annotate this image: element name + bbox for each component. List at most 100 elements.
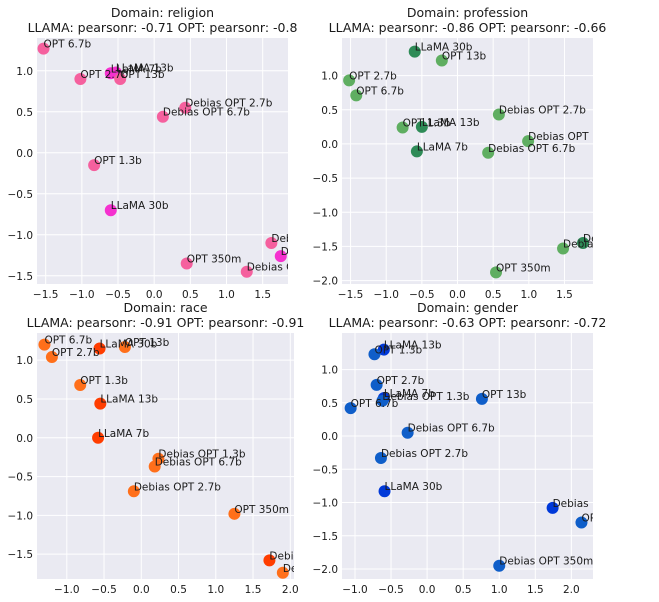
subplot-title: Domain: religion (111, 5, 214, 20)
point-label: OPT 350m (187, 254, 242, 266)
data-point (493, 559, 506, 572)
x-tick-label: −1.0 (69, 289, 95, 301)
point-label: OPT 1.3b (94, 155, 142, 167)
data-point (378, 485, 391, 498)
point-label: LLaMA 30b (415, 42, 473, 54)
point-label: OPT 6.7b (356, 85, 404, 97)
point-label: Debias OPT 6.7b (155, 456, 242, 468)
data-point (228, 507, 241, 520)
data-point (374, 451, 387, 464)
y-tick-label: 1.0 (321, 71, 338, 83)
point-label: Debias OPT 2.7b (499, 105, 586, 117)
y-tick-label: −2.0 (313, 276, 339, 288)
data-point (377, 343, 390, 356)
subplot-subtitle: LLAMA: pearsonr: -0.71 OPT: pearsonr: -0… (28, 20, 298, 35)
data-point (370, 378, 383, 391)
y-tick-label: −0.5 (313, 464, 339, 476)
x-tick-label: −1.0 (54, 584, 80, 596)
point-label: OPT 2.7b (52, 347, 100, 359)
point-label: LLaMA 7b (111, 63, 162, 75)
point-label: OPT 2.7b (377, 375, 425, 387)
y-tick-label: 0.0 (321, 139, 338, 151)
subplot-2: −1.5 −1.0 −0.5 0.0 0.5 1.0 1.5−2.0−1.5−1.0−0.5… (313, 5, 615, 301)
data-point (38, 338, 51, 351)
data-point (179, 101, 192, 114)
point-label: LLaMA 30b (385, 481, 443, 493)
y-tick-label: −0.5 (8, 472, 34, 484)
subplot-title: Domain: profession (407, 5, 528, 20)
y-tick-label: 0.0 (321, 431, 338, 443)
y-tick-label: 0.0 (16, 433, 33, 445)
point-label: OPT 6.7b (44, 39, 92, 51)
data-point (104, 204, 117, 217)
x-tick-label: −0.5 (409, 289, 435, 301)
subplot-subtitle: LLAMA: pearsonr: -0.63 OPT: pearsonr: -0… (329, 315, 607, 330)
x-tick-label: 0.0 (146, 289, 163, 301)
y-tick-label: −1.5 (313, 531, 339, 543)
subplot-4: −1.0 −0.5 0.0 0.5 1.0 1.5 2.0 −2.0 −1.5 −1.0 −0.5 0… (313, 300, 636, 596)
data-point (263, 554, 276, 567)
point-label: Debias OPT 1.3b (382, 391, 469, 403)
y-tick-label: 0.5 (16, 394, 33, 406)
x-tick-label: 2.0 (563, 584, 580, 596)
point-label: Debias OPT 350m (271, 233, 365, 245)
data-point (344, 402, 357, 415)
subplot-1: −1.5 −1.0 −0.5 0.0 0.5 1.0 1.5 −1.5 −1.0 −0.5 0.0 0… (8, 5, 365, 301)
point-label: Debias OPT 1.3b (528, 131, 615, 143)
y-tick-label: −0.5 (8, 189, 34, 201)
data-point (74, 73, 87, 85)
x-tick-label: 1.5 (527, 584, 544, 596)
point-label: OPT 2.7b (80, 69, 128, 81)
data-point (74, 378, 87, 391)
x-tick-label: 1.5 (245, 584, 262, 596)
point-label: Debias OPT 1.3b (247, 262, 334, 274)
point-label: LLaMA 13b (100, 394, 158, 406)
point-label: Debias OPT 350m (283, 563, 377, 575)
x-tick-label: 0.5 (182, 289, 199, 301)
data-point (415, 120, 428, 133)
data-point (522, 135, 535, 148)
x-tick-label: −0.5 (105, 289, 131, 301)
point-label: OPT 2.7b (349, 70, 397, 82)
data-point (148, 460, 161, 473)
y-tick-label: 1.0 (16, 66, 33, 78)
point-label: LLaMA 30b (111, 200, 169, 212)
point-label: Debias OPT 2.7b (185, 98, 272, 110)
point-label: OPT 13b (482, 389, 527, 401)
x-tick-label: −1.0 (342, 584, 368, 596)
data-point (127, 485, 140, 498)
x-tick-label: 1.0 (491, 584, 508, 596)
data-point (575, 516, 588, 529)
y-tick-label: 1.0 (321, 365, 338, 377)
data-point (376, 394, 389, 407)
point-label: OPT 13b (125, 337, 170, 349)
data-point (88, 159, 101, 172)
data-point (557, 242, 570, 255)
point-label: OPT 350m (581, 512, 636, 524)
data-point (490, 266, 503, 279)
point-label: LLaMA 30b (100, 339, 158, 351)
x-tick-label: −1.0 (373, 289, 399, 301)
x-tick-label: −1.5 (33, 289, 59, 301)
data-point (274, 250, 287, 263)
data-point (492, 108, 505, 121)
y-tick-label: 1.0 (16, 355, 33, 367)
y-tick-label: −1.0 (313, 498, 339, 510)
x-tick-label: 1.0 (218, 289, 235, 301)
point-label: LLaMA 13b (384, 340, 442, 352)
y-tick-label: 0.5 (16, 107, 33, 119)
y-tick-label: −2.0 (313, 564, 339, 576)
y-tick-label: −1.5 (313, 241, 339, 253)
point-label: OPT 350m (234, 504, 289, 516)
point-label: Debias LLaMA (281, 246, 356, 258)
point-label: OPT 13b (442, 51, 487, 63)
data-point (577, 237, 590, 249)
x-tick-label: 0.5 (170, 584, 187, 596)
x-tick-label: 0.5 (455, 584, 472, 596)
subplot-3: −1.0 −0.5 0.0 0.5 1.0 1.5 2.0 −1.5 −1.0 −0.5 0.0 0.… (8, 300, 377, 596)
point-label: Debias LLaMA (269, 550, 344, 562)
point-label: OPT 1.3b (374, 344, 422, 356)
